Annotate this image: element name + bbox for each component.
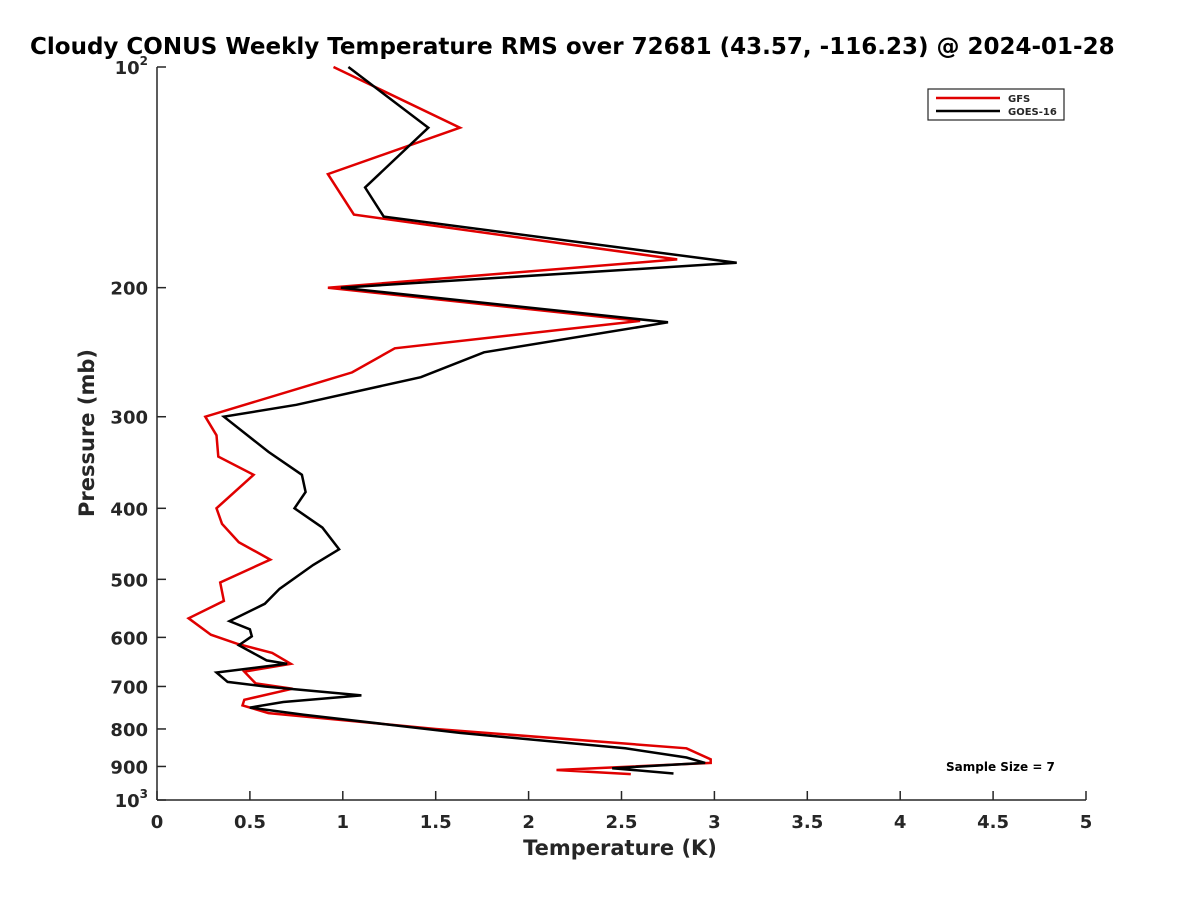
legend: GFS GOES-16 (927, 88, 1065, 121)
x-tick-label: 3 (708, 812, 721, 833)
x-tick-label: 2.5 (606, 812, 638, 833)
x-axis-ticks: 0 0.5 1 1.5 2 2.5 3 3.5 4 4.5 5 (151, 791, 1093, 833)
x-tick-label: 1 (337, 812, 350, 833)
x-tick-label: 0.5 (234, 812, 266, 833)
y-axis-label: Pressure (mb) (75, 349, 99, 517)
y-tick-label: 700 (110, 677, 148, 698)
y-tick-label: 600 (110, 628, 148, 649)
y-tick-label: 102 (115, 54, 148, 79)
x-tick-label: 2 (522, 812, 535, 833)
series-line-gfs (186, 65, 712, 776)
x-axis-label: Temperature (K) (523, 836, 717, 860)
x-tick-label: 3.5 (791, 812, 823, 833)
y-tick-label: 900 (110, 757, 148, 778)
legend-label: GOES-16 (1008, 107, 1057, 118)
y-tick-label: 500 (110, 570, 148, 591)
x-tick-label: 1.5 (420, 812, 452, 833)
x-tick-label: 5 (1080, 812, 1093, 833)
plot-area (186, 65, 737, 776)
y-tick-label: 300 (110, 408, 148, 429)
x-tick-label: 4 (894, 812, 907, 833)
series-line-goes-16 (213, 66, 737, 775)
y-axis-ticks: 102 200 300 400 500 600 700 800 900 103 (110, 54, 166, 812)
sample-size-annotation: Sample Size = 7 (946, 760, 1055, 774)
x-tick-label: 4.5 (977, 812, 1009, 833)
y-tick-label: 200 (110, 279, 148, 300)
legend-box (927, 88, 1065, 121)
y-tick-label: 800 (110, 720, 148, 741)
x-tick-label: 0 (151, 812, 164, 833)
y-tick-label: 103 (115, 787, 148, 812)
legend-label: GFS (1008, 94, 1030, 105)
y-tick-label: 400 (110, 499, 148, 520)
chart-title: Cloudy CONUS Weekly Temperature RMS over… (30, 34, 1115, 60)
